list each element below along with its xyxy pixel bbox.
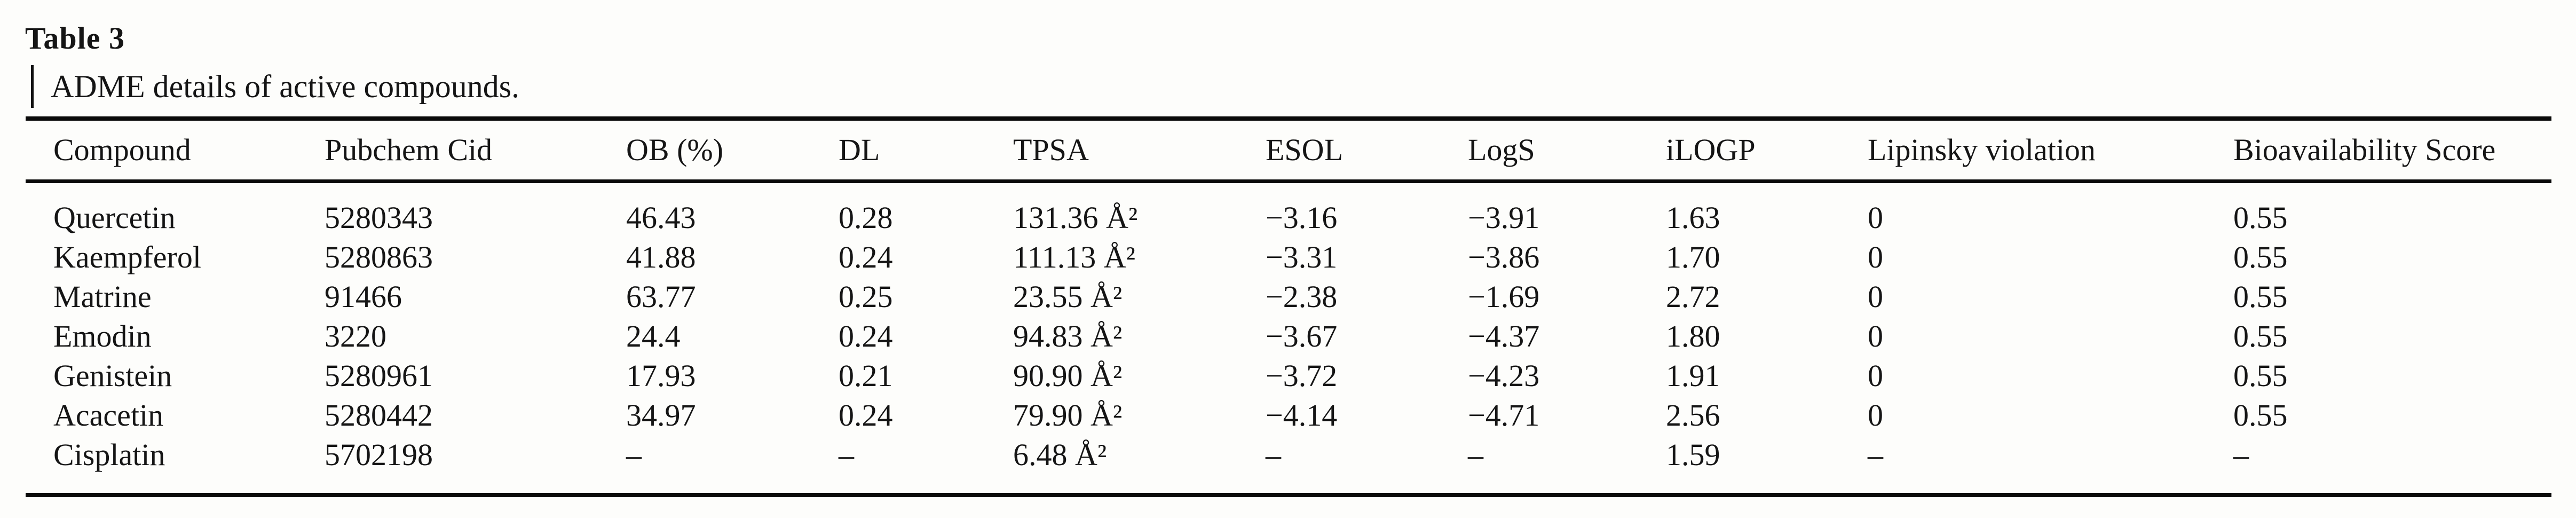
cell-ob: 24.4	[626, 319, 681, 354]
cell-ob: 34.97	[626, 398, 696, 433]
cell-compound: Kaempferol	[53, 240, 201, 274]
cell-compound: Acacetin	[53, 398, 164, 433]
cell-bioavailability: 0.55	[2233, 279, 2288, 314]
cell-ob: 17.93	[626, 358, 696, 393]
table-caption: ADME details of active compounds.	[31, 65, 519, 108]
cell-bioavailability: 0.55	[2233, 319, 2288, 354]
cell-bioavailability: –	[2233, 437, 2249, 472]
cell-ilogp: 1.59	[1666, 437, 1720, 472]
cell-logs: –	[1468, 437, 1483, 472]
table-row-acacetin: Acacetin 5280442 34.97 0.24 79.90 Å² −4.…	[26, 396, 2551, 435]
cell-logs: −4.23	[1468, 358, 1540, 393]
cell-tpsa: 90.90 Å²	[1013, 358, 1123, 393]
cell-ilogp: 1.70	[1666, 240, 1720, 274]
caption-text: ADME details of active compounds.	[51, 69, 520, 104]
cell-tpsa: 131.36 Å²	[1013, 200, 1138, 235]
cell-pubchem-cid: 5280961	[325, 358, 433, 393]
cell-ob: 63.77	[626, 279, 696, 314]
cell-dl: 0.24	[839, 319, 893, 354]
table-row-kaempferol: Kaempferol 5280863 41.88 0.24 111.13 Å² …	[26, 238, 2551, 277]
table-row-emodin: Emodin 3220 24.4 0.24 94.83 Å² −3.67 −4.…	[26, 317, 2551, 356]
cell-esol: –	[1266, 437, 1281, 472]
cell-ilogp: 1.80	[1666, 319, 1720, 354]
cell-compound: Matrine	[53, 279, 152, 314]
cell-ilogp: 2.72	[1666, 279, 1720, 314]
cell-esol: −3.72	[1266, 358, 1338, 393]
col-header-tpsa: TPSA	[1013, 119, 1266, 183]
cell-logs: −4.37	[1468, 319, 1540, 354]
col-header-lipinsky-violation: Lipinsky violation	[1868, 119, 2233, 183]
cell-dl: 0.24	[839, 398, 893, 433]
cell-logs: −4.71	[1468, 398, 1540, 433]
cell-pubchem-cid: 5280343	[325, 200, 433, 235]
cell-bioavailability: 0.55	[2233, 240, 2288, 274]
cell-lipinsky: 0	[1868, 200, 1883, 235]
cell-pubchem-cid: 5280863	[325, 240, 433, 274]
cell-esol: −3.67	[1266, 319, 1338, 354]
col-header-bioavailability-score: Bioavailability Score	[2233, 119, 2551, 183]
cell-ob: –	[626, 437, 642, 472]
cell-compound: Genistein	[53, 358, 172, 393]
cell-dl: –	[839, 437, 854, 472]
table-body: Quercetin 5280343 46.43 0.28 131.36 Å² −…	[26, 182, 2551, 496]
cell-dl: 0.28	[839, 200, 893, 235]
col-header-ob-percent: OB (%)	[626, 119, 839, 183]
cell-esol: −3.16	[1266, 200, 1338, 235]
col-header-compound: Compound	[26, 119, 325, 183]
header-row: Compound Pubchem Cid OB (%) DL TPSA ESOL…	[26, 119, 2551, 183]
cell-bioavailability: 0.55	[2233, 398, 2288, 433]
col-header-esol: ESOL	[1266, 119, 1468, 183]
table-title: Table 3	[25, 21, 125, 56]
cell-compound: Cisplatin	[53, 437, 165, 472]
cell-ilogp: 2.56	[1666, 398, 1720, 433]
cell-lipinsky: 0	[1868, 358, 1883, 393]
cell-logs: −1.69	[1468, 279, 1540, 314]
cell-tpsa: 6.48 Å²	[1013, 437, 1107, 472]
adme-table: Compound Pubchem Cid OB (%) DL TPSA ESOL…	[26, 116, 2551, 497]
cell-ilogp: 1.63	[1666, 200, 1720, 235]
table-row-matrine: Matrine 91466 63.77 0.25 23.55 Å² −2.38 …	[26, 277, 2551, 317]
cell-tpsa: 94.83 Å²	[1013, 319, 1123, 354]
table-header: Compound Pubchem Cid OB (%) DL TPSA ESOL…	[26, 119, 2551, 183]
cell-lipinsky: 0	[1868, 240, 1883, 274]
cell-dl: 0.24	[839, 240, 893, 274]
cell-pubchem-cid: 91466	[325, 279, 402, 314]
cell-tpsa: 79.90 Å²	[1013, 398, 1123, 433]
cell-esol: −3.31	[1266, 240, 1338, 274]
table-row-quercetin: Quercetin 5280343 46.43 0.28 131.36 Å² −…	[26, 182, 2551, 238]
cell-dl: 0.21	[839, 358, 893, 393]
cell-ob: 46.43	[626, 200, 696, 235]
cell-compound: Emodin	[53, 319, 152, 354]
cell-dl: 0.25	[839, 279, 893, 314]
cell-lipinsky: 0	[1868, 279, 1883, 314]
cell-bioavailability: 0.55	[2233, 358, 2288, 393]
cell-pubchem-cid: 5702198	[325, 437, 433, 472]
cell-bioavailability: 0.55	[2233, 200, 2288, 235]
col-header-pubchem-cid: Pubchem Cid	[325, 119, 626, 183]
table-row-cisplatin: Cisplatin 5702198 – – 6.48 Å² – – 1.59 –…	[26, 435, 2551, 495]
cell-compound: Quercetin	[53, 200, 176, 235]
col-header-ilogp: iLOGP	[1666, 119, 1868, 183]
cell-pubchem-cid: 5280442	[325, 398, 433, 433]
cell-tpsa: 23.55 Å²	[1013, 279, 1123, 314]
caption-rule	[31, 65, 34, 108]
cell-lipinsky: 0	[1868, 319, 1883, 354]
cell-logs: −3.86	[1468, 240, 1540, 274]
cell-ilogp: 1.91	[1666, 358, 1720, 393]
cell-lipinsky: –	[1868, 437, 1883, 472]
cell-tpsa: 111.13 Å²	[1013, 240, 1135, 274]
cell-logs: −3.91	[1468, 200, 1540, 235]
col-header-dl: DL	[839, 119, 1013, 183]
cell-lipinsky: 0	[1868, 398, 1883, 433]
cell-pubchem-cid: 3220	[325, 319, 386, 354]
cell-esol: −4.14	[1266, 398, 1338, 433]
cell-ob: 41.88	[626, 240, 696, 274]
table-row-genistein: Genistein 5280961 17.93 0.21 90.90 Å² −3…	[26, 356, 2551, 396]
col-header-logs: LogS	[1468, 119, 1666, 183]
cell-esol: −2.38	[1266, 279, 1338, 314]
